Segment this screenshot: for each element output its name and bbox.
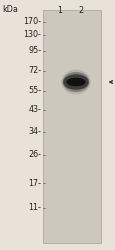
Bar <box>43 10 100 242</box>
Text: 170-: 170- <box>23 18 41 26</box>
Text: 43-: 43- <box>28 106 41 114</box>
Text: 2: 2 <box>78 6 83 15</box>
Text: 17-: 17- <box>28 178 41 188</box>
Text: 1: 1 <box>56 6 61 15</box>
Ellipse shape <box>61 70 90 94</box>
Ellipse shape <box>62 72 89 92</box>
Text: 55-: 55- <box>28 86 41 95</box>
Text: 11-: 11- <box>28 204 41 212</box>
Text: kDa: kDa <box>2 6 18 15</box>
Text: 72-: 72- <box>28 66 41 75</box>
Text: 95-: 95- <box>28 46 41 55</box>
Ellipse shape <box>66 78 85 86</box>
Text: 34-: 34- <box>28 128 41 136</box>
Text: 26-: 26- <box>28 150 41 159</box>
Text: 130-: 130- <box>23 30 41 39</box>
Ellipse shape <box>63 74 88 90</box>
